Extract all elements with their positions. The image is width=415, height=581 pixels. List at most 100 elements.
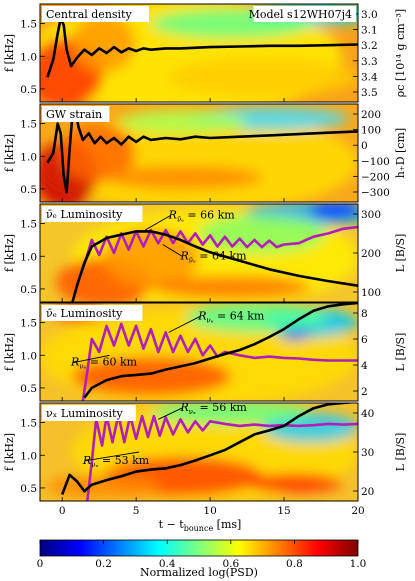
annotation-text: Rνₓ = 56 km (180, 401, 248, 416)
left-tick-label: 1.5 (20, 219, 37, 231)
left-tick-label: 0.5 (20, 84, 37, 96)
right-tick-label: 3.1 (361, 25, 378, 37)
right-tick-label: −200 (361, 171, 390, 183)
curve-magenta (80, 225, 358, 274)
right-tick-label: 8 (361, 308, 368, 320)
psd-blob (167, 57, 358, 98)
panel-title-box (42, 405, 136, 421)
colorbar-tick-label: 0.4 (159, 558, 176, 570)
right-tick-label: 4 (361, 360, 368, 372)
right-tick-label: 3.5 (361, 87, 378, 99)
panel-4: 0.5 1.0 1.5 f [kHz] 8 6 4 2 L [B/S] ν̄ₑ Luminosit… (3, 302, 407, 402)
panel-frame (39, 3, 359, 103)
colorbar-ticks: 0 0.2 0.4 0.6 0.8 1.0 (37, 540, 367, 570)
left-tick-label: 1.0 (20, 450, 37, 462)
annotation-arrow (168, 315, 201, 333)
psd-blob (71, 356, 231, 397)
right-tick-label: −100 (361, 156, 390, 168)
panel-frame (39, 302, 359, 402)
psd-blob (103, 228, 199, 288)
colorbar-tick-label: 0.2 (95, 558, 112, 570)
left-axis-label: f [kHz] (3, 433, 16, 471)
right-axis-label: L [B/S] (394, 333, 407, 372)
panel-title: ν̄ₑ Luminosity (46, 208, 123, 221)
left-tick-label: 1.5 (20, 19, 37, 31)
left-axis-label: f [kHz] (3, 333, 16, 371)
panel-3: 0.5 1.0 1.5 f [kHz] 300 200 100 L [B/S] ν̄ₑ Lumi… (3, 203, 407, 303)
left-axis-label: f [kHz] (3, 134, 16, 172)
colorbar-tick-label: 0 (37, 558, 44, 570)
psd-blob (151, 403, 311, 425)
curve-black (71, 230, 358, 302)
left-tick-label: 0.5 (20, 483, 37, 495)
colorbar-tick-label: 0.6 (222, 558, 239, 570)
left-tick-label: 1.0 (20, 350, 37, 362)
right-tick-label: 3.3 (361, 56, 378, 68)
annotation-arrow (144, 214, 171, 231)
right-axis-label: L [B/S] (394, 433, 407, 472)
right-tick-label: 200 (361, 248, 381, 260)
psd-blob (151, 275, 311, 300)
panel-2: 0.5 1.0 1.5 f [kHz] 200 100 0 −100 −200 −300 h₊D [… (3, 103, 407, 203)
panel-1: 0.5 1.0 1.5 f [kHz] 3.0 3.1 3.2 3.3 3.4 3.5 ρc [10… (3, 3, 407, 103)
curve-black (46, 109, 358, 194)
left-tick-label: 1.5 (20, 318, 37, 330)
right-tick-label: −300 (361, 187, 390, 199)
right-tick-label: 300 (361, 209, 381, 221)
right-tick-label: 2 (361, 386, 368, 398)
left-tick-label: 1.0 (20, 251, 37, 263)
annotation-text: Rνₑ = 64 km (197, 309, 265, 324)
colorbar-tick-label: 1.0 (350, 558, 367, 570)
panel-title-box (42, 6, 149, 22)
right-tick-label: 40 (361, 408, 374, 420)
x-tick-label: 20 (351, 505, 364, 517)
right-axis-label: h₊D [cm] (394, 128, 407, 178)
colorbar-gradient (39, 539, 359, 557)
panel-5: 0.5 1.0 1.5 f [kHz] 40 30 20 L [B/S] νₓ Luminosi… (3, 401, 407, 502)
curve-magenta (81, 322, 358, 401)
right-tick-label: 0 (361, 140, 368, 152)
annotation-text: Rν̄ₑ = 64 km (180, 250, 248, 265)
model-label: Model s12WH07j4 (249, 8, 352, 21)
annotation-arrow (84, 451, 140, 462)
x-tick-label: 10 (203, 505, 216, 517)
panel-title-box (42, 206, 143, 222)
colorbar: 0 0.2 0.4 0.6 0.8 1.0 Normalized log(PSD) (37, 539, 367, 579)
right-axis-label: ρc [10¹⁴ g cm⁻³] (394, 9, 407, 97)
right-tick-label: 100 (361, 125, 381, 137)
curve-black (46, 17, 358, 78)
colorbar-label: Normalized log(PSD) (140, 566, 258, 579)
left-tick-label: 1.5 (20, 119, 37, 131)
colorbar-tick-label: 0.8 (286, 558, 303, 570)
right-axis-label: L [B/S] (394, 234, 407, 273)
left-axis-label: f [kHz] (3, 34, 16, 72)
x-tick-label: 15 (277, 505, 290, 517)
annotation-arrow (72, 354, 110, 364)
psd-blob (246, 473, 343, 494)
right-tick-label: 20 (361, 486, 374, 498)
annotation-text: Rνₓ = 53 km (82, 454, 150, 469)
right-tick-label: 200 (361, 109, 381, 121)
annotation-text: Rνₑ = 60 km (70, 356, 138, 371)
left-tick-label: 0.5 (20, 284, 37, 296)
left-tick-label: 1.5 (20, 418, 37, 430)
left-tick-label: 0.5 (20, 383, 37, 395)
model-label-box (253, 6, 356, 22)
x-axis: 0 5 10 15 20 (59, 505, 365, 517)
panels-group: 0.5 1.0 1.5 f [kHz] 3.0 3.1 3.2 3.3 3.4 3.5 ρc [10… (3, 3, 407, 502)
psd-blob (103, 165, 263, 190)
psd-blob (71, 13, 136, 73)
annotation-arrow (162, 244, 183, 257)
right-tick-label: 30 (361, 447, 374, 459)
annotation-text: Rν̄ₑ = 66 km (168, 208, 236, 223)
x-tick-label: 5 (133, 505, 140, 517)
right-tick-label: 3.0 (361, 9, 378, 21)
panel-title: Central density (46, 8, 132, 21)
curve-black (60, 403, 358, 495)
x-tick-label: 0 (59, 505, 66, 517)
left-tick-label: 1.0 (20, 151, 37, 163)
psd-blob (310, 204, 358, 219)
annotation-arrow (158, 407, 183, 420)
psd-blob (59, 123, 136, 183)
panel-title-box (42, 305, 143, 321)
